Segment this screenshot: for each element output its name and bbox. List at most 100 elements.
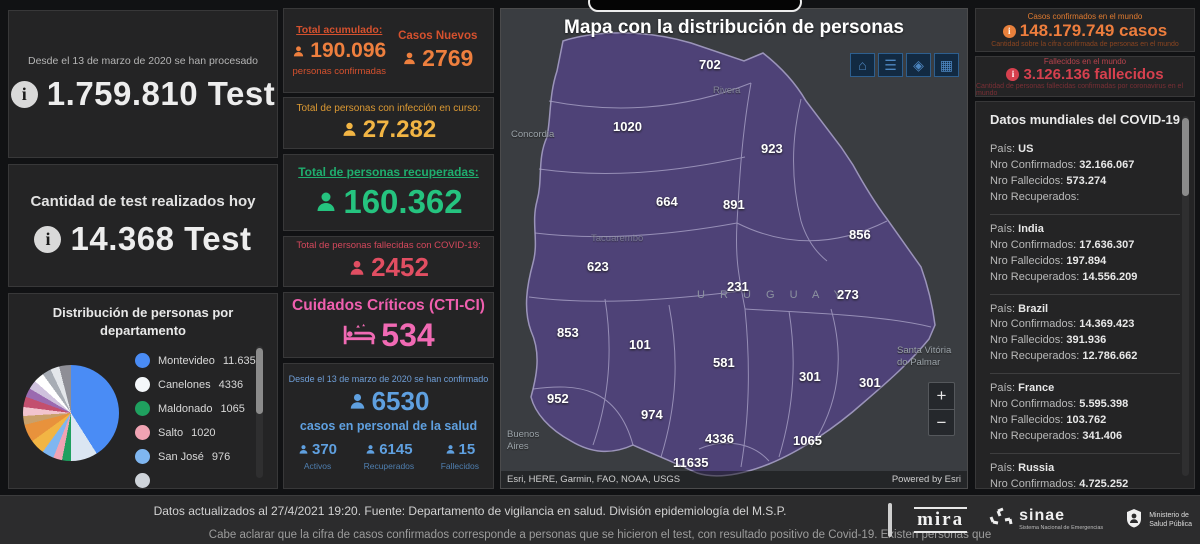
active-infections-label: Total de personas con infección en curso…: [296, 102, 481, 114]
map-toolbar: ⌂ ☰ ◈ ▦: [850, 53, 959, 77]
critical-care-panel: Cuidados Críticos (CTI-CI) 534: [283, 292, 494, 358]
tests-processed-value: 1.759.810 Test: [46, 75, 276, 112]
top-tab-notch: [588, 0, 802, 12]
world-cases-label: Casos confirmados en el mundo: [1027, 12, 1143, 21]
world-cases-panel: Casos confirmados en el mundo i 148.179.…: [975, 8, 1195, 52]
deceased-value: 2452: [371, 252, 429, 282]
legend-scrollbar-track[interactable]: [256, 346, 263, 478]
legend-item: Canelones 4336: [135, 377, 256, 393]
info-icon[interactable]: i: [1006, 67, 1020, 81]
map-count-label: 923: [761, 141, 783, 156]
map-count-label: 273: [837, 287, 859, 302]
map-count-label: 891: [723, 197, 745, 212]
place-label-concordia: Concordia: [511, 129, 555, 140]
attribution-text: Esri, HERE, Garmin, FAO, NOAA, USGS: [507, 474, 681, 485]
person-icon: [365, 444, 376, 455]
health-stat-recovered: 6145 Recuperados: [363, 441, 415, 471]
map-count-label: 231: [727, 279, 749, 294]
uruguay-map-panel[interactable]: Mapa con la distribución de personas ⌂ ☰…: [500, 8, 968, 489]
total-accumulated-label: Total acumulado:: [296, 24, 383, 36]
map-count-label: 4336: [705, 431, 734, 446]
powered-by-esri: Powered by Esri: [891, 474, 961, 485]
uruguay-map-shape[interactable]: [501, 9, 967, 488]
health-personnel-label-bottom: casos en personal de la salud: [299, 419, 478, 433]
health-personnel-value: 6530: [371, 386, 430, 416]
distribution-title: Distribución de personas por departament…: [52, 305, 234, 338]
tests-today-value: 14.368 Test: [70, 220, 252, 257]
logo-divider: [888, 503, 893, 537]
legend-item: Salto 1020: [135, 425, 256, 441]
world-data-panel: Datos mundiales del COVID-19 País: US Nr…: [975, 101, 1195, 489]
basemap-icon[interactable]: ◈: [906, 53, 931, 77]
pie-legend: Montevideo 11.635 Canelones 4336 Maldonado…: [135, 351, 256, 488]
person-icon: [348, 259, 366, 277]
map-count-label: 1020: [613, 119, 642, 134]
place-label-rivera: Rivera: [713, 85, 741, 96]
mira-logo: mira: [914, 507, 968, 533]
country-block-india: País: India Nro Confirmados: 17.636.307 …: [990, 213, 1180, 294]
hospital-bed-icon: [342, 323, 376, 347]
map-count-label: 853: [557, 325, 579, 340]
map-count-label: 1065: [793, 433, 822, 448]
world-data-scrollbar-thumb[interactable]: [1182, 118, 1189, 196]
legend-icon[interactable]: ☰: [878, 53, 903, 77]
person-icon: [314, 190, 338, 214]
deceased-label: Total de personas fallecidas con COVID-1…: [296, 240, 481, 251]
grid-icon[interactable]: ▦: [934, 53, 959, 77]
person-icon: [341, 121, 358, 138]
tests-processed-label: Desde el 13 de marzo de 2020 se han proc…: [28, 55, 258, 67]
legend-dot: [135, 425, 150, 441]
total-accumulated-sublabel: personas confirmadas: [292, 66, 386, 77]
new-cases-label: Casos Nuevos: [398, 29, 478, 42]
active-infections-value: 27.282: [362, 115, 437, 143]
legend-scrollbar-thumb[interactable]: [256, 348, 263, 414]
zoom-out-button[interactable]: −: [929, 409, 954, 435]
recovered-panel: Total de personas recuperadas: 160.362: [283, 154, 494, 231]
person-icon: [445, 444, 456, 455]
department-pie-chart[interactable]: [23, 365, 119, 462]
map-count-label: 952: [547, 391, 569, 406]
map-attribution-bar: Esri, HERE, Garmin, FAO, NOAA, USGS Powe…: [501, 471, 967, 488]
info-icon[interactable]: i: [34, 225, 62, 253]
legend-item-partial: [135, 473, 256, 488]
info-icon[interactable]: i: [10, 80, 38, 108]
map-count-label: 702: [699, 57, 721, 72]
world-deaths-label: Fallecidos en el mundo: [1043, 56, 1127, 66]
place-label-tacuarembo: Tacuarembó: [591, 233, 644, 244]
legend-dot: [135, 401, 150, 417]
critical-care-value: 534: [381, 316, 435, 353]
world-cases-note: Cantidad sobre la cifra confirmada de pe…: [991, 41, 1179, 48]
recovered-value: 160.362: [343, 182, 463, 220]
home-icon[interactable]: ⌂: [850, 53, 875, 77]
accumulated-panel: Total acumulado: 190.096 personas confir…: [283, 8, 494, 93]
legend-item: San José 976: [135, 449, 256, 465]
zoom-in-button[interactable]: +: [936, 386, 947, 405]
world-data-title: Datos mundiales del COVID-19: [990, 112, 1180, 127]
footer-update-line: Datos actualizados al 27/4/2021 19:20. F…: [153, 504, 787, 518]
new-cases-value: 2769: [422, 44, 474, 71]
country-block-brazil: País: Brazil Nro Confirmados: 14.369.423…: [990, 293, 1180, 374]
deceased-panel: Total de personas fallecidas con COVID-1…: [283, 236, 494, 287]
map-zoom-control: + −: [928, 382, 955, 436]
total-accumulated-value: 190.096: [310, 39, 387, 62]
map-count-label: 581: [713, 355, 735, 370]
world-data-scrollbar-track[interactable]: [1182, 116, 1189, 476]
footer-logos: mira sinae Sistema Nacional de Emergenci…: [888, 500, 1192, 540]
legend-item: Maldonado 1065: [135, 401, 256, 417]
world-deaths-note: Cantidad de personas fallecidas confirma…: [976, 82, 1184, 97]
info-icon[interactable]: i: [1002, 24, 1016, 38]
person-icon: [402, 51, 417, 66]
critical-care-label: Cuidados Críticos (CTI-CI): [292, 296, 485, 314]
legend-dot: [135, 353, 150, 369]
map-count-label: 974: [641, 407, 663, 422]
map-count-label: 301: [799, 369, 821, 384]
health-stat-deceased: 15 Fallecidos: [440, 441, 479, 471]
world-deaths-value: 3.126.136 fallecidos: [1023, 65, 1164, 83]
map-title: Mapa con la distribución de personas: [564, 17, 904, 38]
legend-item: Montevideo 11.635: [135, 353, 256, 369]
msp-shield-icon: [1125, 508, 1143, 533]
health-personnel-panel: Desde el 13 de marzo de 2020 se han conf…: [283, 363, 494, 489]
country-block-us: País: US Nro Confirmados: 32.166.067 Nro…: [990, 143, 1135, 203]
person-icon: [298, 444, 309, 455]
tests-today-panel: Cantidad de test realizados hoy i 14.368…: [8, 164, 278, 287]
